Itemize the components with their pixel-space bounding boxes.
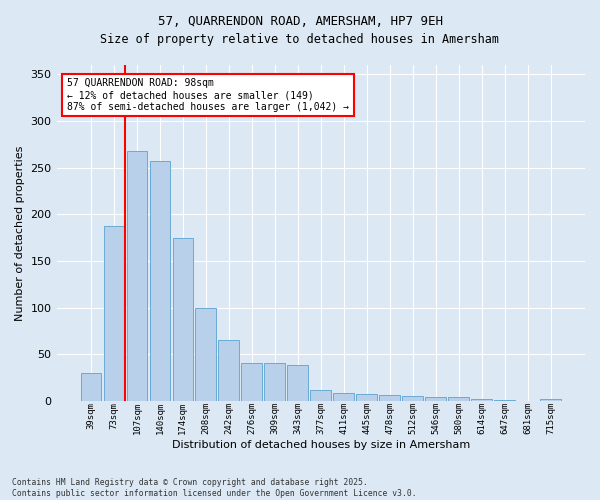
Text: Contains HM Land Registry data © Crown copyright and database right 2025.
Contai: Contains HM Land Registry data © Crown c… bbox=[12, 478, 416, 498]
Text: 57 QUARRENDON ROAD: 98sqm
← 12% of detached houses are smaller (149)
87% of semi: 57 QUARRENDON ROAD: 98sqm ← 12% of detac… bbox=[67, 78, 349, 112]
Bar bbox=[356, 394, 377, 401]
Bar bbox=[448, 397, 469, 401]
Bar bbox=[265, 364, 285, 401]
Bar bbox=[472, 399, 492, 401]
X-axis label: Distribution of detached houses by size in Amersham: Distribution of detached houses by size … bbox=[172, 440, 470, 450]
Bar bbox=[173, 238, 193, 401]
Y-axis label: Number of detached properties: Number of detached properties bbox=[15, 145, 25, 320]
Bar bbox=[196, 308, 216, 401]
Bar bbox=[494, 400, 515, 401]
Bar bbox=[310, 390, 331, 401]
Bar bbox=[540, 399, 561, 401]
Bar bbox=[287, 366, 308, 401]
Bar bbox=[241, 362, 262, 401]
Bar bbox=[149, 161, 170, 401]
Bar bbox=[218, 340, 239, 401]
Bar bbox=[80, 373, 101, 401]
Text: 57, QUARRENDON ROAD, AMERSHAM, HP7 9EH: 57, QUARRENDON ROAD, AMERSHAM, HP7 9EH bbox=[157, 15, 443, 28]
Bar bbox=[334, 394, 354, 401]
Bar bbox=[127, 151, 147, 401]
Text: Size of property relative to detached houses in Amersham: Size of property relative to detached ho… bbox=[101, 32, 499, 46]
Bar bbox=[403, 396, 423, 401]
Bar bbox=[425, 397, 446, 401]
Bar bbox=[104, 226, 124, 401]
Bar bbox=[379, 395, 400, 401]
